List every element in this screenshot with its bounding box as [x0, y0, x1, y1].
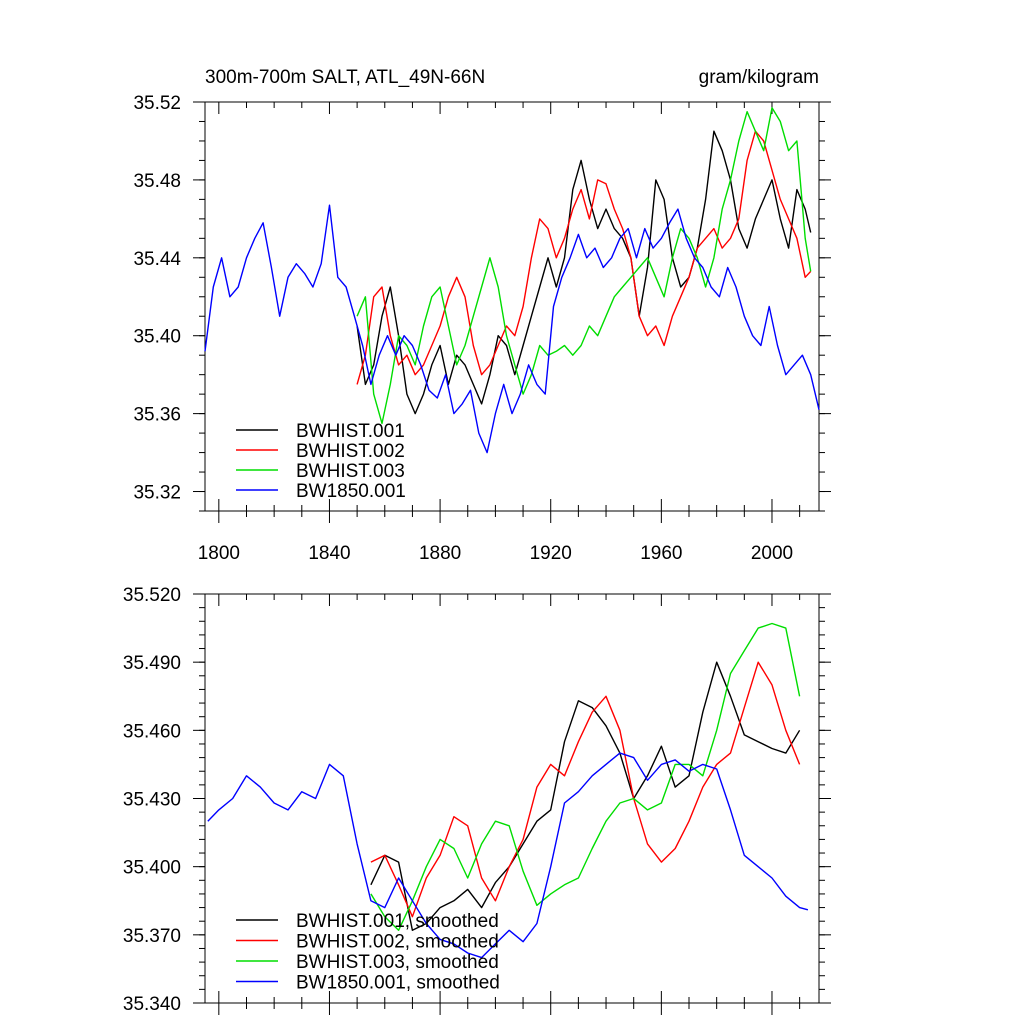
top-series-lines — [204, 107, 820, 454]
top-plot-frame — [204, 101, 820, 512]
legend-label-4: BW1850.001, smoothed — [296, 973, 500, 994]
x-tick-label: 1920 — [530, 543, 572, 564]
x-tick-label: 1960 — [640, 543, 682, 564]
top-axis-ticks — [193, 101, 831, 523]
series-line-3 — [356, 107, 812, 425]
top-chart-units: gram/kilogram — [699, 67, 819, 88]
y-tick-label: 35.520 — [123, 585, 181, 606]
series-line-1 — [356, 130, 812, 415]
x-tick-label: 1800 — [198, 543, 240, 564]
y-tick-label: 35.490 — [123, 653, 181, 674]
legend-label-1: BWHIST.001 — [296, 421, 405, 442]
x-tick-label: 2000 — [751, 543, 793, 564]
series-line-1 — [370, 661, 801, 931]
series-line-2 — [370, 661, 801, 918]
y-tick-label: 35.430 — [123, 790, 181, 811]
legend-label-3: BWHIST.003, smoothed — [296, 952, 499, 973]
x-tick-label: 1840 — [308, 543, 350, 564]
top-x-tick-labels: 1800 1840 1880 1920 1960 2000 — [198, 543, 793, 564]
series-line-3 — [370, 622, 801, 931]
bottom-series-lines — [207, 622, 809, 959]
y-tick-label: 35.40 — [133, 327, 181, 348]
y-tick-label: 35.48 — [133, 171, 181, 192]
y-tick-label: 35.52 — [133, 93, 181, 114]
top-chart-title: 300m-700m SALT, ATL_49N-66N — [205, 67, 485, 88]
x-tick-label: 1880 — [419, 543, 461, 564]
legend-label-1: BWHIST.001, smoothed — [296, 911, 499, 932]
y-tick-label: 35.36 — [133, 405, 181, 426]
series-line-4 — [204, 204, 820, 454]
bottom-y-tick-labels: 35.340 35.370 35.400 35.430 35.460 35.490 35.5… — [123, 585, 181, 1015]
legend-label-2: BWHIST.002 — [296, 441, 405, 462]
series-line-4 — [207, 752, 809, 959]
series-line-2 — [356, 130, 812, 385]
y-tick-label: 35.32 — [133, 483, 181, 504]
y-tick-label: 35.340 — [123, 994, 181, 1015]
top-y-tick-labels: 35.32 35.36 35.40 35.44 35.48 35.52 — [133, 93, 181, 504]
y-tick-label: 35.460 — [123, 721, 181, 742]
y-tick-label: 35.44 — [133, 249, 181, 270]
legend-label-2: BWHIST.002, smoothed — [296, 932, 499, 953]
bottom-axis-ticks — [193, 593, 831, 1015]
legend-label-4: BW1850.001 — [296, 481, 406, 502]
legend-label-3: BWHIST.003 — [296, 461, 405, 482]
y-tick-label: 35.400 — [123, 858, 181, 879]
y-tick-label: 35.370 — [123, 926, 181, 947]
